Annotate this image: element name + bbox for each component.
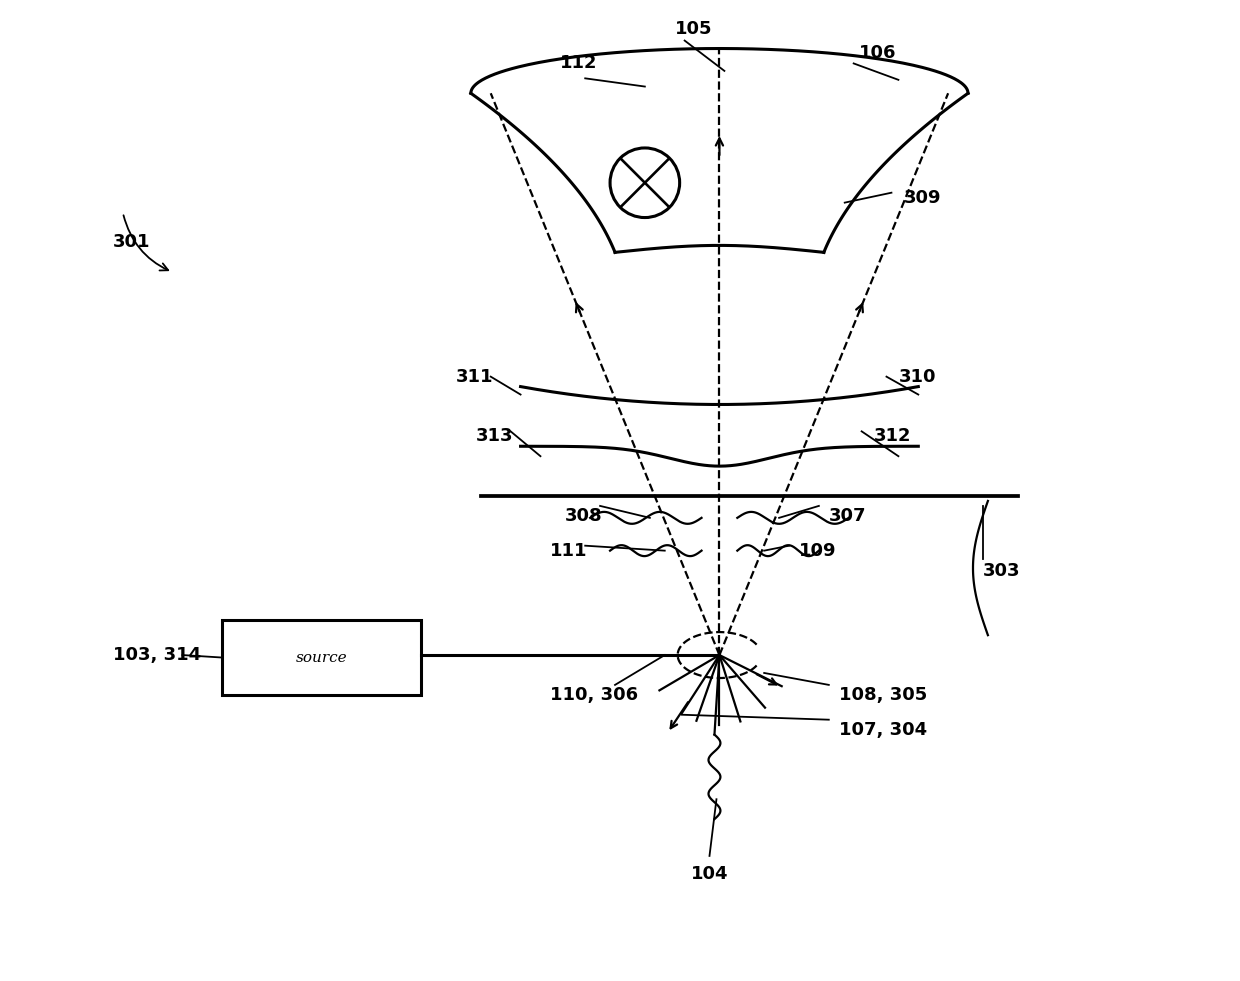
Text: 309: 309: [904, 188, 941, 207]
Text: 106: 106: [858, 44, 897, 63]
Text: 108, 305: 108, 305: [838, 686, 928, 703]
Text: source: source: [296, 650, 347, 664]
Text: 311: 311: [456, 368, 494, 386]
Text: 312: 312: [873, 428, 911, 445]
Text: 307: 307: [828, 507, 867, 525]
Text: 109: 109: [799, 542, 837, 559]
Text: 111: 111: [551, 542, 588, 559]
Text: 112: 112: [560, 54, 598, 73]
Text: 313: 313: [476, 428, 513, 445]
Text: 301: 301: [113, 233, 150, 251]
Text: 104: 104: [691, 865, 728, 883]
Text: 303: 303: [983, 561, 1021, 580]
Text: 103, 314: 103, 314: [113, 646, 201, 664]
Text: 110, 306: 110, 306: [551, 686, 639, 703]
FancyBboxPatch shape: [222, 620, 422, 695]
Text: 310: 310: [899, 368, 936, 386]
Text: 105: 105: [675, 20, 712, 37]
Text: 107, 304: 107, 304: [838, 721, 926, 739]
Text: 308: 308: [565, 507, 603, 525]
